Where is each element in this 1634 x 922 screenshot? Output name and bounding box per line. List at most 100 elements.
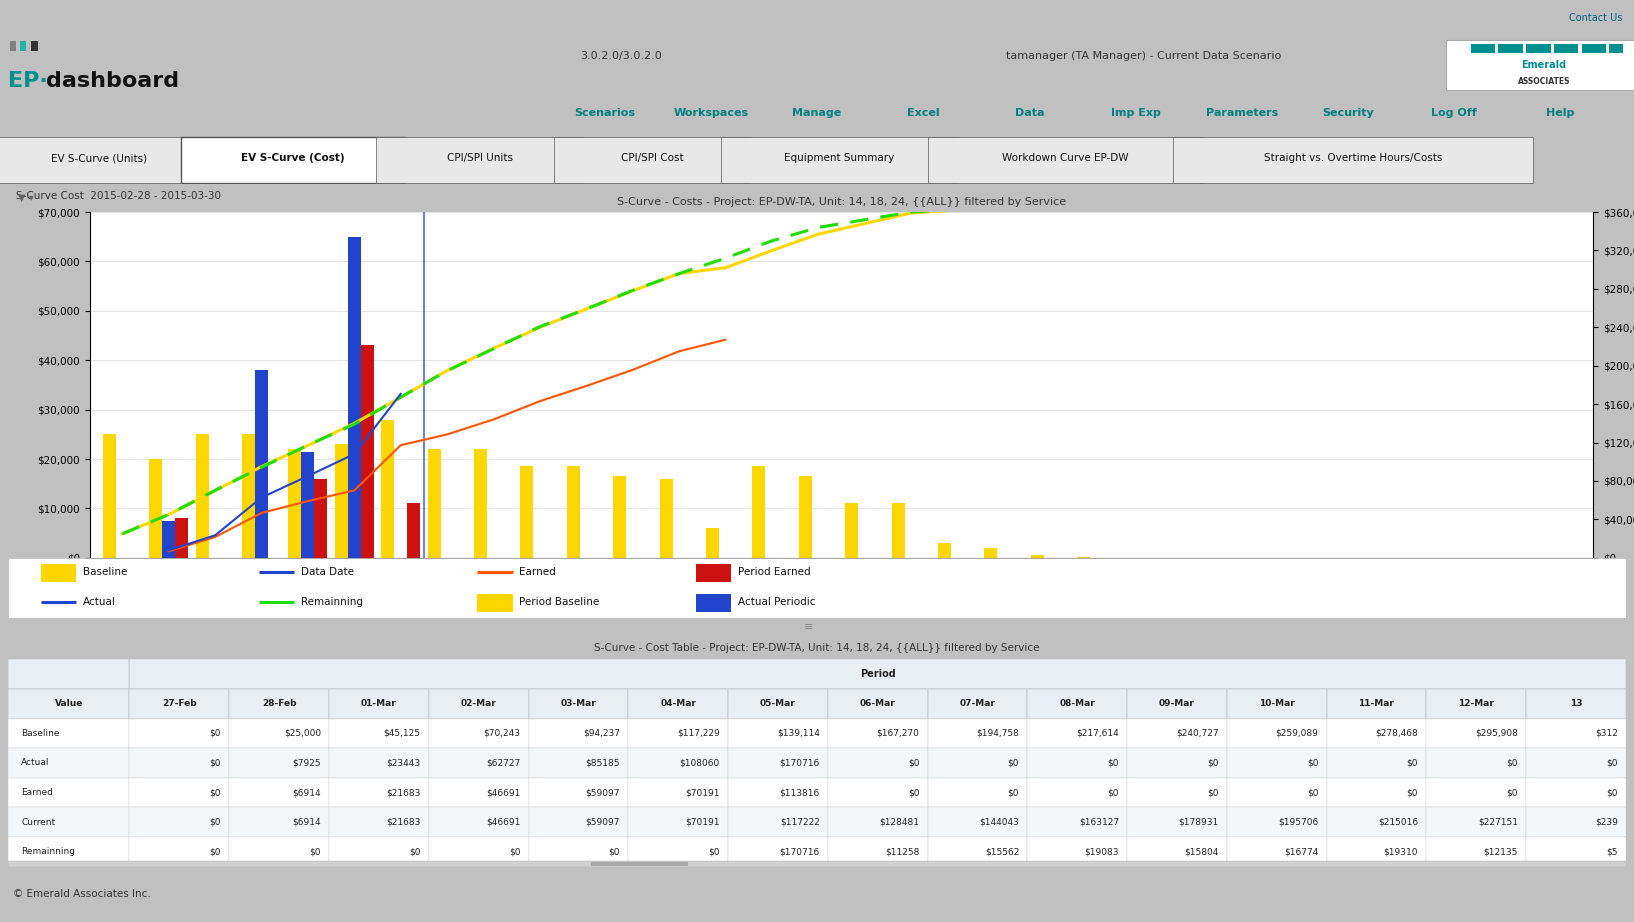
FancyBboxPatch shape [721,137,958,183]
Bar [129,837,229,867]
Text: Current: Current [21,818,56,827]
Text: $0: $0 [408,847,420,857]
Bar [328,748,428,778]
Bar [528,718,627,748]
Bar [892,503,905,558]
Text: 08-Mar: 08-Mar [1059,699,1095,708]
Text: $0: $0 [209,788,221,798]
Bar [1526,43,1551,53]
FancyBboxPatch shape [0,137,211,183]
Text: Workdown Curve EP-DW: Workdown Curve EP-DW [1002,153,1129,163]
Bar [1426,837,1526,867]
Bar [428,808,528,837]
Text: Remainning: Remainning [301,597,363,608]
Text: $0: $0 [1307,759,1319,767]
Bar [229,808,328,837]
Text: Parameters: Parameters [1206,108,1278,118]
Bar [361,346,374,558]
Text: $0: $0 [209,818,221,827]
Text: 12-Mar: 12-Mar [1458,699,1493,708]
Bar [1327,837,1426,867]
Text: Actual: Actual [83,597,116,608]
Bar [1031,555,1044,558]
Bar [407,503,420,558]
Text: $117,229: $117,229 [676,728,721,738]
Text: CPI/SPI Cost: CPI/SPI Cost [621,153,683,163]
Text: $295,908: $295,908 [1476,728,1518,738]
Bar [129,659,1626,689]
Bar [301,452,314,558]
Text: $215016: $215016 [1377,818,1418,827]
Bar [428,778,528,808]
Bar [229,778,328,808]
Bar [20,41,26,51]
Bar [528,689,627,718]
Bar [328,689,428,718]
Bar [196,434,209,558]
Text: $0: $0 [1407,788,1418,798]
Bar [729,718,828,748]
Bar [528,837,627,867]
Bar [1471,43,1495,53]
Bar [1028,718,1127,748]
FancyBboxPatch shape [1446,41,1634,90]
Bar [590,862,688,867]
Bar [1426,718,1526,748]
Bar [428,748,528,778]
Bar [521,467,533,558]
Text: 05-Mar: 05-Mar [760,699,796,708]
Bar [103,434,116,558]
Text: EP·: EP· [8,71,47,91]
Bar [1327,689,1426,718]
Bar [1127,837,1227,867]
Bar [1028,689,1127,718]
Bar [8,837,129,867]
Bar [162,521,175,558]
Text: $70,243: $70,243 [484,728,520,738]
Bar [627,837,729,867]
Bar [627,748,729,778]
Text: $312: $312 [1595,728,1618,738]
Text: Scenarios: Scenarios [574,108,636,118]
Text: 01-Mar: 01-Mar [361,699,397,708]
Bar [1028,748,1127,778]
Bar [528,808,627,837]
Text: Manage: Manage [792,108,842,118]
Bar [660,479,673,558]
Text: 07-Mar: 07-Mar [959,699,995,708]
Text: Actual: Actual [21,759,49,767]
Text: ASSOCIATES: ASSOCIATES [1518,77,1570,86]
Text: S-Curve - Cost Table - Project: EP-DW-TA, Unit: 14, 18, 24, {{ALL}} filtered by : S-Curve - Cost Table - Project: EP-DW-TA… [595,643,1039,653]
Text: Remainning: Remainning [21,847,75,857]
Bar [1526,808,1626,837]
Text: $194,758: $194,758 [977,728,1020,738]
Bar [928,837,1028,867]
Bar [752,467,765,558]
Text: Log Off: Log Off [1431,108,1477,118]
Text: $19083: $19083 [1085,847,1119,857]
Text: Imp Exp: Imp Exp [1111,108,1160,118]
Bar [928,808,1028,837]
Bar [828,748,928,778]
Bar [335,444,348,558]
Text: $12135: $12135 [1484,847,1518,857]
Bar [706,528,719,558]
Bar [1498,43,1523,53]
Bar [627,778,729,808]
Text: $227151: $227151 [1479,818,1518,827]
Bar [348,237,361,558]
Bar [1028,808,1127,837]
Text: $15562: $15562 [985,847,1020,857]
Bar [696,563,732,582]
Bar [129,718,229,748]
Bar [828,808,928,837]
Bar [799,477,812,558]
Text: $0: $0 [1008,759,1020,767]
Bar [1609,43,1623,53]
Bar [1127,718,1227,748]
Text: $0: $0 [1208,788,1219,798]
Text: Actual Periodic: Actual Periodic [737,597,815,608]
Text: Workspaces: Workspaces [673,108,748,118]
Bar [928,778,1028,808]
Bar [928,718,1028,748]
